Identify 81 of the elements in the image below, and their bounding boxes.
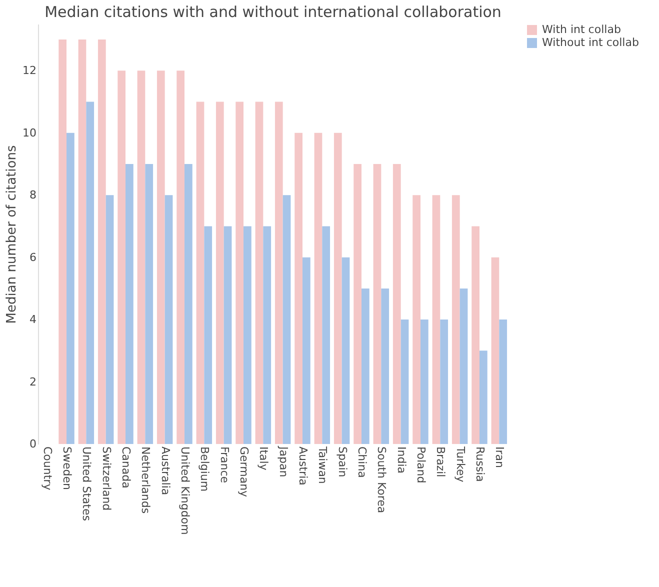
x-tick-label: United States [80,446,94,522]
bar [400,320,409,444]
y-tick-label: 2 [30,375,36,388]
bar [196,102,204,444]
legend-label: Without int collab [542,36,639,49]
bar [373,164,382,444]
bar [184,164,192,444]
bar [491,257,500,444]
bar [440,320,448,444]
bar [420,320,428,444]
bar [354,164,362,444]
x-tick-label: India [394,446,408,474]
x-tick-label: Switzerland [100,446,113,511]
x-tick-label: Poland [414,446,428,484]
bar [499,320,508,444]
bar [126,164,134,444]
bar [361,288,370,444]
bar [460,288,468,444]
bar [176,70,185,444]
x-tick-label: United Kingdom [178,446,192,535]
bar [118,70,126,444]
x-tick-label: Iran [493,446,506,468]
bar [342,257,350,444]
x-tick-label: Turkey [454,446,467,483]
bar [274,102,283,444]
bar [282,195,291,444]
legend-label: With int collab [542,23,621,36]
bar [255,102,264,444]
bar [392,164,401,444]
x-tick-label: Sweden [60,446,74,490]
bar [244,226,252,444]
bar [236,102,244,444]
x-tick-label: Spain [336,446,349,478]
bar [156,70,165,444]
x-tick-label: Russia [473,446,486,482]
bar [66,132,74,444]
bar [204,226,212,444]
y-tick-label: 6 [30,250,36,264]
bar [472,226,480,444]
y-tick-label: 0 [30,438,36,450]
bar [432,195,440,444]
x-tick-label: Country [40,446,54,491]
y-tick-label: 12 [22,64,36,78]
bar [334,132,342,444]
bar [224,226,232,444]
bar [322,226,330,444]
bar [78,40,86,444]
x-tick-label: Germany [238,446,250,498]
bar [294,132,302,444]
bar [263,226,272,444]
x-tick-label: China [355,446,368,478]
bar [145,164,154,444]
bar [452,195,460,444]
x-tick-label: Brazil [434,446,448,478]
y-tick-label: 10 [22,126,36,140]
x-tick-label: Japan [276,446,290,478]
x-tick-label: France [218,446,231,484]
bar [314,132,322,444]
bar [137,70,146,444]
bar [216,102,224,444]
x-tick-label: Netherlands [139,446,152,514]
bar [412,195,420,444]
chart-title: Median citations with and without international collaboration [44,3,502,21]
bar [302,257,310,444]
y-axis-title: Median number of citations [4,145,20,324]
bar [164,195,173,444]
x-tick-label: Taiwan [316,446,330,484]
x-tick-label: Belgium [198,446,212,492]
y-tick-label: 8 [30,188,36,202]
bar [106,195,114,444]
x-tick-label: Italy [257,446,270,471]
x-tick-label: Australia [158,446,172,496]
x-tick-label: Austria [296,446,310,486]
bar [479,350,488,444]
bar [381,288,390,444]
x-tick-label: South Korea [375,446,388,514]
x-tick-label: Canada [120,446,133,488]
bar [58,40,67,444]
y-tick-label: 4 [30,313,36,326]
bar [86,102,94,444]
bar [98,40,106,444]
